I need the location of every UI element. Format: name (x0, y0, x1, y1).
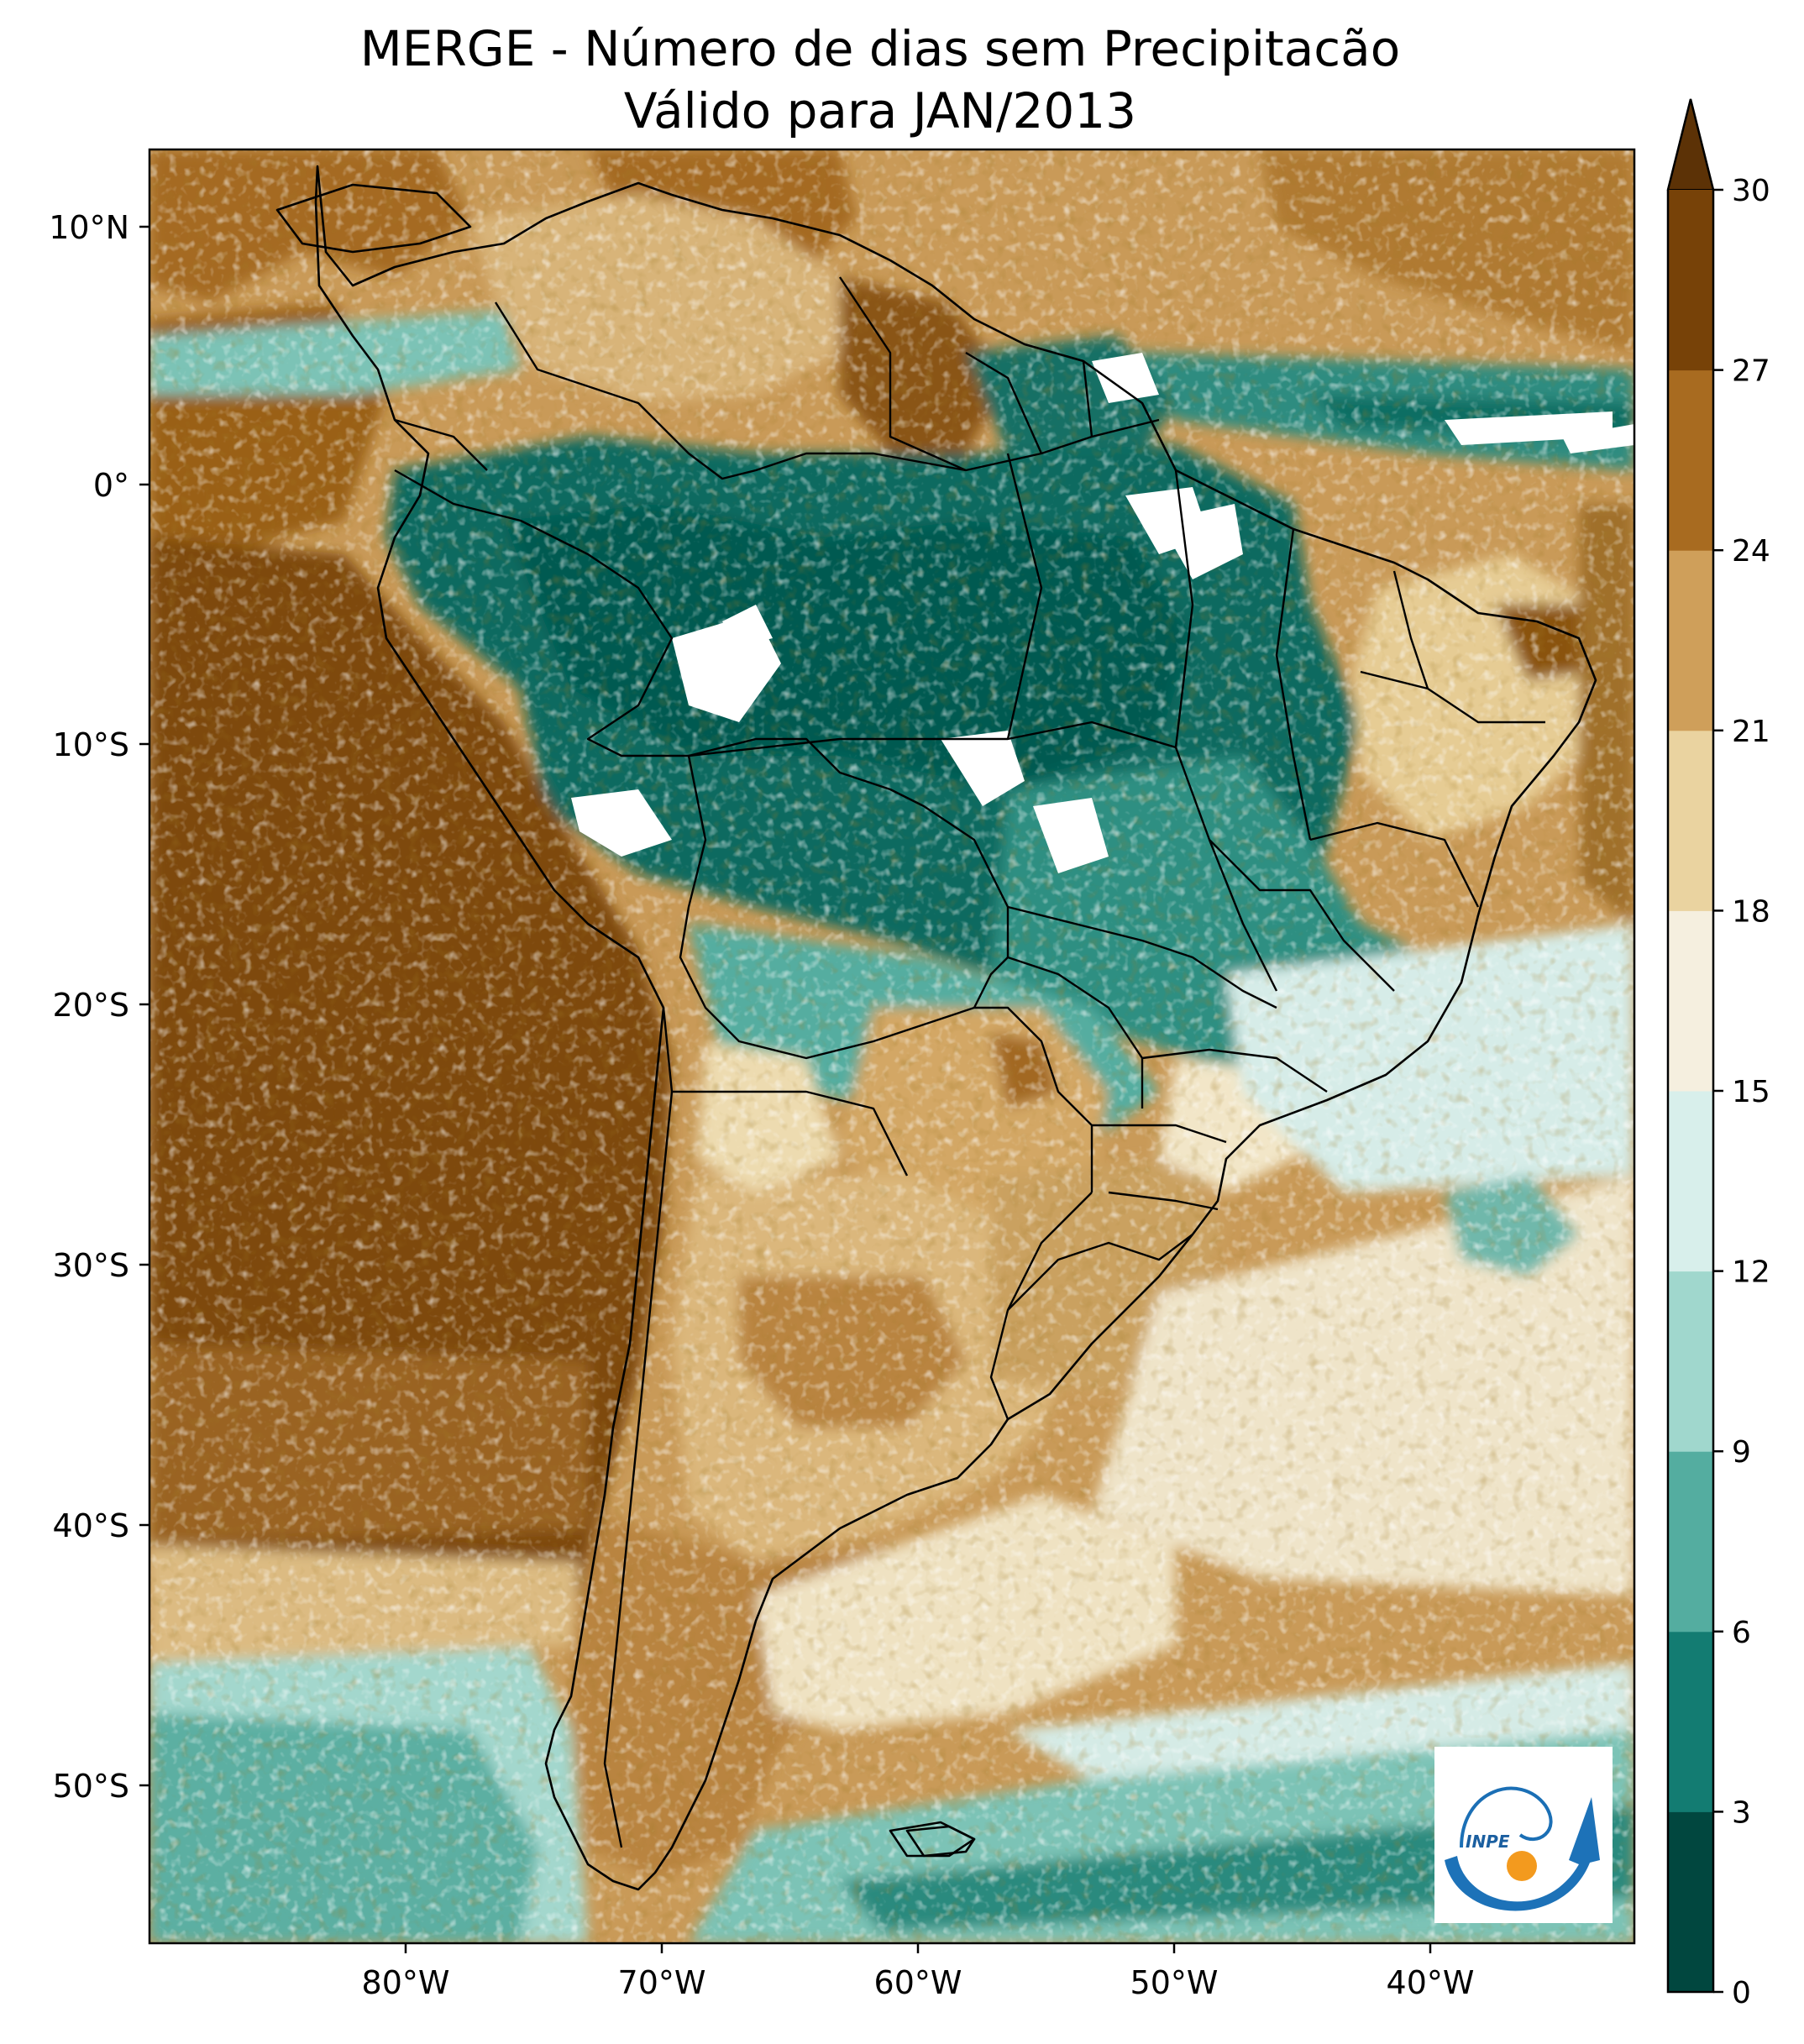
lon-tick-label: 70°W (618, 1964, 706, 2001)
inpe-logo: INPE (1434, 1747, 1613, 1923)
colorbar-tick-label: 27 (1732, 354, 1770, 389)
colorbar-tick-label: 9 (1732, 1435, 1751, 1470)
colorbar-tick-label: 30 (1732, 174, 1770, 208)
state-borders (688, 453, 1545, 1211)
lat-tick-label: 10°S (53, 726, 129, 763)
lon-tick-label: 60°W (874, 1964, 962, 2001)
falkland-islands (905, 1825, 976, 1858)
colorbar-segment (1668, 1271, 1713, 1452)
colorbar-tick-label: 21 (1732, 715, 1770, 749)
lon-axis: 80°W 70°W 60°W 50°W 40°W (362, 1943, 1475, 2001)
colorbar-tick-label: 3 (1732, 1795, 1751, 1830)
country-borders (394, 276, 1193, 1848)
lat-tick-label: 50°S (53, 1768, 129, 1805)
lat-tick-label: 40°S (53, 1507, 129, 1544)
map-frame (148, 148, 1636, 1945)
lon-tick-label: 50°W (1130, 1964, 1219, 2001)
colorbar-segment (1668, 910, 1713, 1092)
logo-sun-icon (1507, 1851, 1537, 1881)
colorbar-extend-arrow (1666, 98, 1715, 191)
title-line-1: MERGE - Número de dias sem Precipitacão (360, 20, 1400, 77)
colorbar-tick-label: 12 (1732, 1255, 1770, 1290)
map-panel (149, 149, 1634, 1943)
coastlines (275, 165, 1597, 1891)
colorbar-tick-label: 15 (1732, 1075, 1770, 1109)
lat-tick-label: 0° (93, 467, 129, 504)
colorbar-tick-label: 24 (1732, 534, 1770, 569)
colorbar-tick-label: 18 (1732, 894, 1770, 929)
colorbar: 0 3 6 9 12 15 18 21 24 27 30 (1666, 98, 1770, 2010)
lat-tick-label: 30°S (53, 1247, 129, 1284)
lat-tick-label: 10°N (49, 209, 129, 246)
colorbar-segment (1668, 369, 1713, 551)
colorbar-segment (1668, 730, 1713, 911)
logo-text: INPE (1466, 1832, 1510, 1852)
speckle-dark (149, 149, 1634, 1943)
colorbar-segment (1668, 190, 1713, 371)
no-data-patches (571, 353, 1634, 873)
colorbar-segment (1668, 1091, 1713, 1272)
colorbar-segment (1668, 1811, 1713, 1993)
colorbar-tick-label: 0 (1732, 1976, 1751, 2010)
lon-tick-label: 80°W (362, 1964, 450, 2001)
colorbar-segment (1668, 1631, 1713, 1812)
title-line-2: Válido para JAN/2013 (624, 82, 1136, 139)
logo-swirl-icon (1460, 1786, 1553, 1848)
lon-tick-label: 40°W (1387, 1964, 1475, 2001)
colorbar-tick-label: 6 (1732, 1616, 1751, 1650)
lat-axis: 10°N 0° 10°S 20°S 30°S 40°S 50°S (49, 209, 149, 1805)
lat-tick-label: 20°S (53, 987, 129, 1024)
colorbar-segment (1668, 1451, 1713, 1633)
colorbar-segment (1668, 550, 1713, 731)
